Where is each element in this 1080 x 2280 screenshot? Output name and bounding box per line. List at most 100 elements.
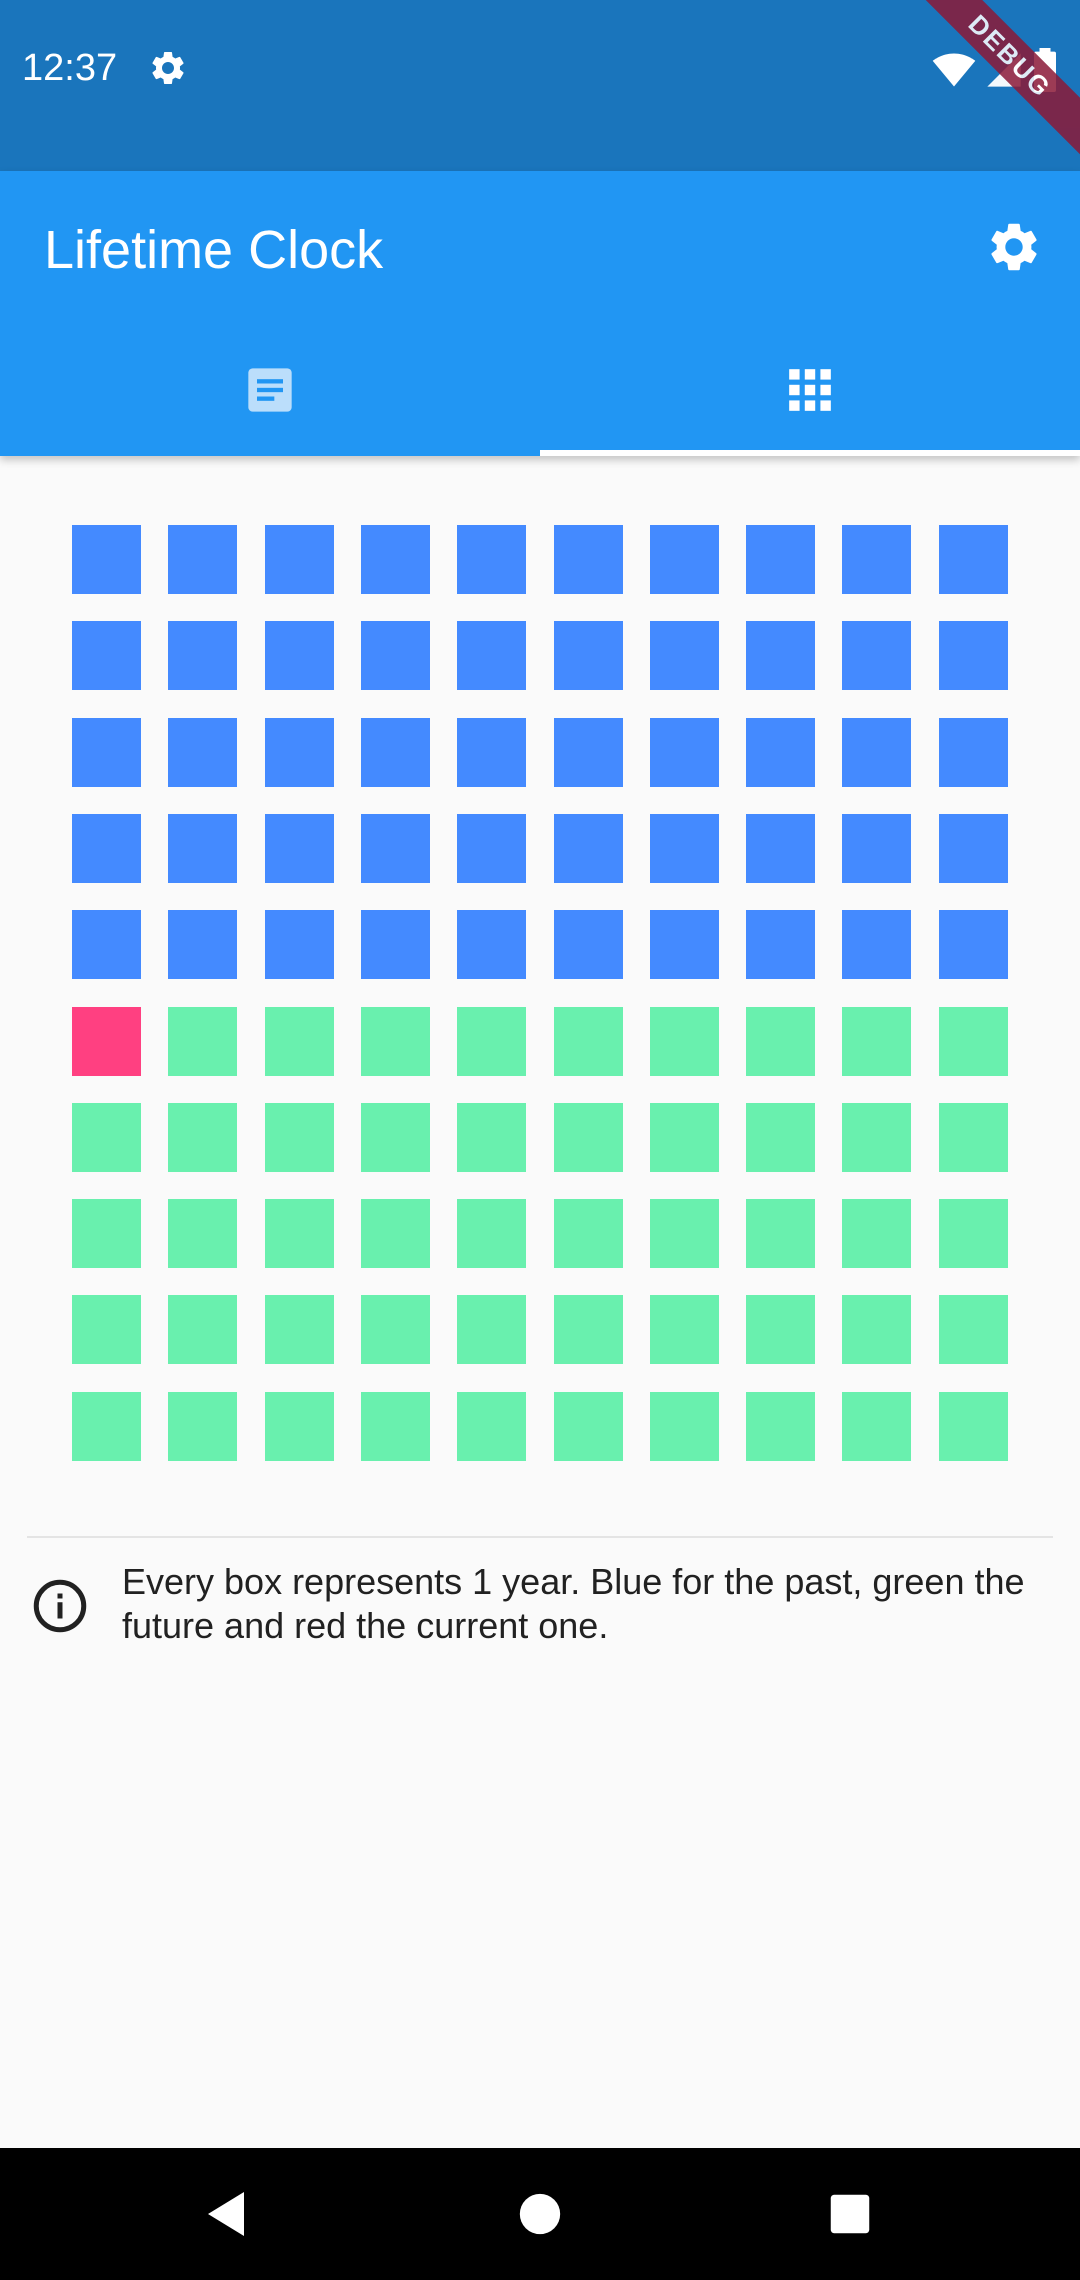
year-box-future	[746, 1295, 815, 1364]
year-box-future	[361, 1007, 430, 1076]
year-box-future	[842, 1007, 911, 1076]
year-box-past	[168, 718, 237, 787]
year-box-past	[842, 525, 911, 594]
year-box-future	[457, 1392, 526, 1461]
year-box-future	[265, 1295, 334, 1364]
year-box-future	[265, 1007, 334, 1076]
year-box-future	[361, 1199, 430, 1268]
grid-icon	[789, 368, 831, 411]
year-box-future	[265, 1199, 334, 1268]
system-nav-bar	[0, 2148, 1080, 2280]
year-box-future	[361, 1295, 430, 1364]
year-box-past	[168, 910, 237, 979]
year-box-past	[72, 525, 141, 594]
year-box-future	[650, 1295, 719, 1364]
year-box-past	[842, 910, 911, 979]
year-box-future	[457, 1295, 526, 1364]
year-box-past	[842, 814, 911, 883]
tab-indicator	[540, 450, 1080, 456]
divider	[27, 1536, 1053, 1538]
year-box-past	[361, 525, 430, 594]
year-box-future	[72, 1295, 141, 1364]
year-box-past	[457, 814, 526, 883]
year-box-future	[746, 1199, 815, 1268]
year-box-future	[72, 1103, 141, 1172]
year-box-past	[746, 718, 815, 787]
year-box-future	[746, 1007, 815, 1076]
recents-icon	[830, 2194, 870, 2234]
year-box-past	[650, 621, 719, 690]
year-box-past	[939, 621, 1008, 690]
year-box-future	[72, 1199, 141, 1268]
year-box-future	[265, 1103, 334, 1172]
year-box-past	[72, 910, 141, 979]
year-box-past	[265, 525, 334, 594]
year-box-future	[168, 1295, 237, 1364]
year-box-past	[361, 718, 430, 787]
year-box-future	[361, 1103, 430, 1172]
info-icon	[33, 1579, 87, 1633]
info-text: Every box represents 1 year. Blue for th…	[122, 1561, 1025, 1646]
year-box-future	[939, 1295, 1008, 1364]
year-box-past	[650, 814, 719, 883]
year-box-past	[939, 910, 1008, 979]
home-icon	[519, 2193, 561, 2235]
back-icon	[208, 2192, 244, 2236]
status-bar: 12:37 DEBUG	[0, 0, 1080, 171]
year-box-future	[650, 1007, 719, 1076]
year-box-past	[361, 910, 430, 979]
year-box-future	[939, 1007, 1008, 1076]
year-box-future	[457, 1199, 526, 1268]
year-box-past	[746, 910, 815, 979]
home-button[interactable]	[504, 2178, 576, 2250]
year-box-past	[168, 814, 237, 883]
year-box-past	[457, 525, 526, 594]
year-box-future	[746, 1392, 815, 1461]
settings-icon	[991, 223, 1037, 271]
tab-text-summary[interactable]	[0, 323, 540, 456]
year-box-future	[842, 1199, 911, 1268]
year-box-future	[457, 1007, 526, 1076]
year-box-past	[746, 621, 815, 690]
year-box-past	[457, 910, 526, 979]
year-box-past	[265, 910, 334, 979]
year-box-past	[939, 718, 1008, 787]
year-box-future	[554, 1007, 623, 1076]
year-box-future	[72, 1392, 141, 1461]
year-box-future	[554, 1295, 623, 1364]
year-box-past	[842, 718, 911, 787]
year-box-past	[554, 814, 623, 883]
year-box-future	[746, 1103, 815, 1172]
year-box-future	[842, 1392, 911, 1461]
year-box-future	[939, 1392, 1008, 1461]
year-box-future	[168, 1103, 237, 1172]
year-box-future	[168, 1199, 237, 1268]
year-box-future	[650, 1199, 719, 1268]
year-box-past	[650, 718, 719, 787]
year-box-past	[72, 621, 141, 690]
year-box-past	[72, 718, 141, 787]
year-box-past	[554, 718, 623, 787]
year-box-past	[265, 814, 334, 883]
year-box-past	[939, 525, 1008, 594]
year-box-future	[842, 1295, 911, 1364]
year-box-future	[939, 1199, 1008, 1268]
year-box-past	[939, 814, 1008, 883]
gear-icon	[152, 51, 184, 84]
year-box-future	[842, 1103, 911, 1172]
year-box-future	[650, 1392, 719, 1461]
year-box-past	[554, 525, 623, 594]
year-box-past	[72, 814, 141, 883]
year-box-future	[554, 1392, 623, 1461]
tab-grid-view[interactable]	[540, 323, 1080, 456]
year-box-past	[746, 814, 815, 883]
year-box-future	[457, 1103, 526, 1172]
year-box-future	[554, 1199, 623, 1268]
back-button[interactable]	[190, 2178, 262, 2250]
year-box-future	[265, 1392, 334, 1461]
settings-button[interactable]	[972, 205, 1056, 289]
year-box-future	[554, 1103, 623, 1172]
year-box-future	[168, 1392, 237, 1461]
recents-button[interactable]	[814, 2178, 886, 2250]
wifi-icon	[932, 53, 976, 87]
